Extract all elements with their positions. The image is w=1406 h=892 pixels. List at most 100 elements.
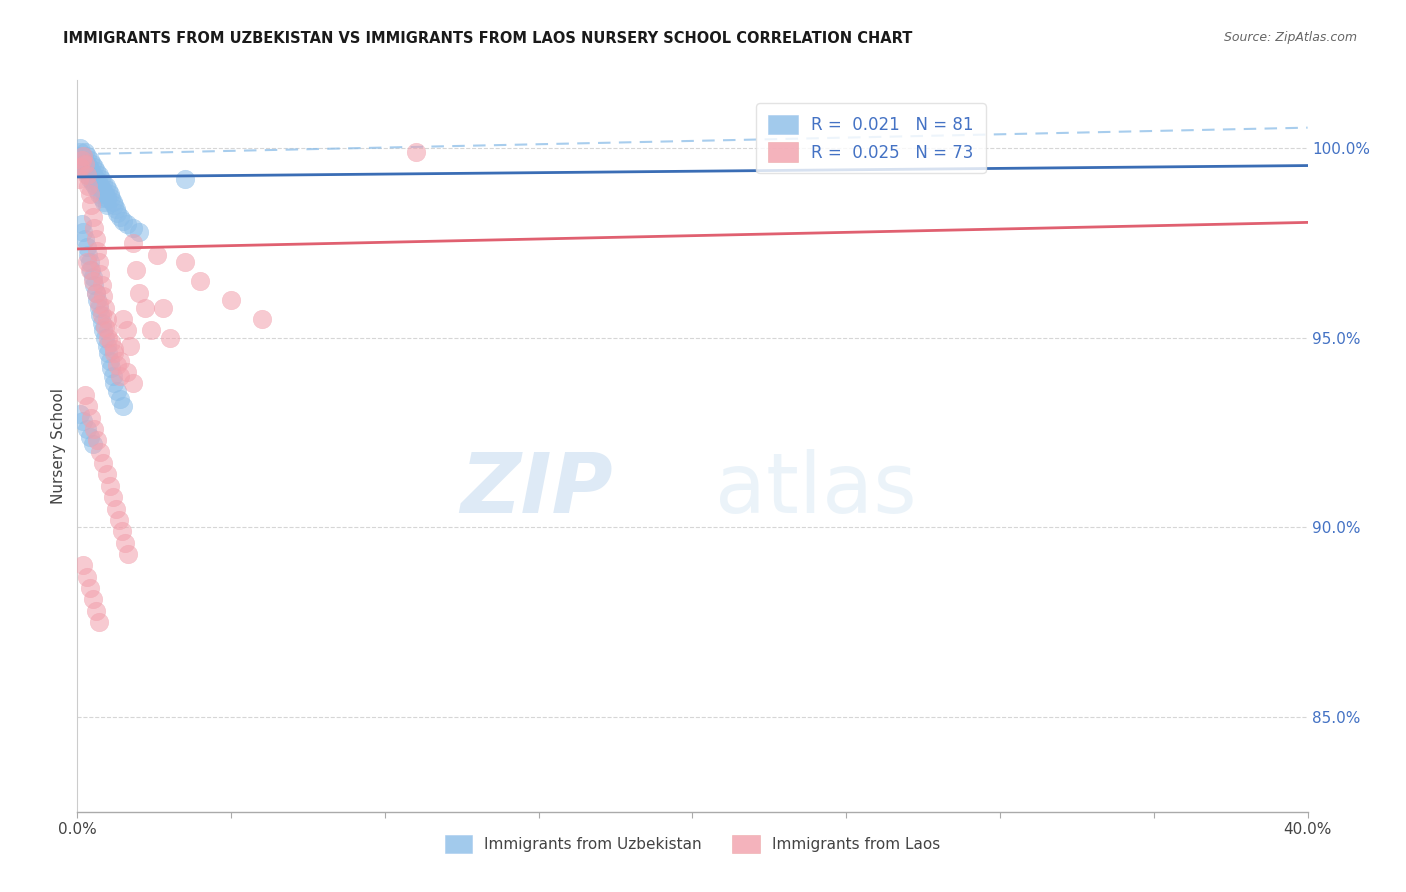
- Point: [87, 168, 110, 182]
- Point: [83, 161, 105, 175]
- Point: [93, 323, 115, 337]
- Point: [105, 206, 128, 220]
- Point: [82, 210, 104, 224]
- Point: [84, 285, 107, 300]
- Point: [97, 183, 120, 197]
- Point: [79, 153, 101, 167]
- Point: [94, 301, 117, 315]
- Point: [76, 149, 98, 163]
- Point: [97, 331, 120, 345]
- Point: [83, 277, 105, 292]
- Point: [80, 410, 103, 425]
- Point: [97, 323, 120, 337]
- Point: [79, 255, 101, 269]
- Point: [76, 156, 98, 170]
- Point: [73, 156, 96, 170]
- Point: [83, 221, 105, 235]
- Point: [134, 301, 156, 315]
- Point: [73, 232, 96, 246]
- Point: [84, 604, 107, 618]
- Point: [115, 323, 138, 337]
- Point: [141, 323, 163, 337]
- Point: [77, 247, 100, 261]
- Point: [98, 479, 121, 493]
- Point: [104, 202, 127, 216]
- Point: [93, 456, 115, 470]
- Point: [110, 210, 132, 224]
- Point: [219, 293, 242, 307]
- Point: [86, 164, 108, 178]
- Point: [87, 297, 110, 311]
- Point: [108, 513, 131, 527]
- Point: [103, 343, 125, 357]
- Point: [115, 365, 138, 379]
- Point: [79, 186, 101, 201]
- Point: [84, 232, 107, 246]
- Point: [72, 558, 94, 573]
- Point: [174, 255, 197, 269]
- Point: [96, 467, 118, 482]
- Point: [111, 524, 134, 539]
- Point: [89, 308, 111, 322]
- Point: [72, 161, 94, 175]
- Point: [112, 213, 135, 227]
- Point: [84, 171, 107, 186]
- Point: [89, 444, 111, 458]
- Point: [75, 164, 97, 178]
- Point: [121, 236, 143, 251]
- Point: [83, 422, 105, 436]
- Point: [70, 153, 93, 167]
- Point: [96, 312, 118, 326]
- Point: [96, 191, 118, 205]
- Point: [125, 262, 148, 277]
- Point: [118, 338, 141, 352]
- Text: atlas: atlas: [714, 450, 917, 531]
- Point: [250, 312, 273, 326]
- Point: [82, 274, 104, 288]
- Point: [188, 274, 212, 288]
- Point: [70, 156, 93, 170]
- Point: [87, 615, 110, 630]
- Point: [121, 376, 143, 391]
- Point: [110, 392, 132, 406]
- Point: [84, 179, 107, 194]
- Point: [73, 153, 96, 167]
- Text: IMMIGRANTS FROM UZBEKISTAN VS IMMIGRANTS FROM LAOS NURSERY SCHOOL CORRELATION CH: IMMIGRANTS FROM UZBEKISTAN VS IMMIGRANTS…: [63, 31, 912, 46]
- Point: [79, 429, 101, 443]
- Point: [86, 183, 108, 197]
- Point: [105, 384, 128, 398]
- Point: [110, 368, 132, 383]
- Point: [76, 422, 98, 436]
- Point: [117, 547, 139, 561]
- Point: [114, 535, 136, 549]
- Legend: Immigrants from Uzbekistan, Immigrants from Laos: Immigrants from Uzbekistan, Immigrants f…: [439, 829, 946, 859]
- Point: [80, 164, 103, 178]
- Point: [76, 570, 98, 584]
- Point: [96, 198, 118, 212]
- Point: [94, 186, 117, 201]
- Point: [90, 191, 114, 205]
- Point: [152, 301, 174, 315]
- Point: [86, 244, 108, 258]
- Point: [87, 255, 110, 269]
- Point: [128, 285, 150, 300]
- Point: [103, 376, 125, 391]
- Point: [90, 171, 112, 186]
- Point: [72, 225, 94, 239]
- Point: [67, 149, 90, 163]
- Point: [89, 267, 111, 281]
- Point: [105, 358, 128, 372]
- Point: [79, 171, 101, 186]
- Point: [77, 399, 100, 413]
- Point: [405, 145, 427, 160]
- Point: [115, 217, 138, 231]
- Point: [103, 198, 125, 212]
- Point: [70, 217, 93, 231]
- Point: [69, 141, 91, 155]
- Point: [100, 334, 122, 349]
- Point: [93, 194, 115, 209]
- Point: [70, 153, 93, 167]
- Point: [77, 168, 100, 182]
- Point: [86, 293, 108, 307]
- Point: [174, 171, 197, 186]
